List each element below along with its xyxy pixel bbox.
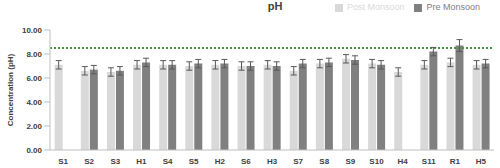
svg-text:S10: S10 (369, 157, 384, 166)
svg-text:0.00: 0.00 (26, 146, 42, 155)
svg-text:S2: S2 (84, 157, 94, 166)
svg-text:S8: S8 (319, 157, 329, 166)
html-text:Pre Monsoon: Pre Monsoon (426, 2, 480, 12)
html-text:pH: pH (267, 0, 283, 12)
svg-text:S6: S6 (241, 157, 251, 166)
svg-text:R1: R1 (450, 157, 461, 166)
svg-text:S5: S5 (189, 157, 199, 166)
svg-text:2.00: 2.00 (26, 122, 42, 131)
svg-text:H3: H3 (267, 157, 278, 166)
svg-text:6.00: 6.00 (26, 74, 42, 83)
svg-text:10.00: 10.00 (22, 26, 43, 35)
svg-text:S11: S11 (422, 157, 436, 166)
svg-text:H5: H5 (476, 157, 487, 166)
svg-text:S4: S4 (163, 157, 173, 166)
svg-text:S3: S3 (110, 157, 120, 166)
svg-text:Concentration (pH): Concentration (pH) (8, 53, 15, 126)
svg-text:H4: H4 (397, 157, 408, 166)
svg-text:S1: S1 (58, 157, 68, 166)
svg-text:S7: S7 (293, 157, 303, 166)
svg-text:H1: H1 (136, 157, 147, 166)
svg-text:S9: S9 (345, 157, 355, 166)
svg-text:4.00: 4.00 (26, 98, 42, 107)
svg-text:H2: H2 (215, 157, 226, 166)
html-text:Post Monsoon: Post Monsoon (346, 2, 405, 12)
svg-text:8.00: 8.00 (26, 50, 42, 59)
